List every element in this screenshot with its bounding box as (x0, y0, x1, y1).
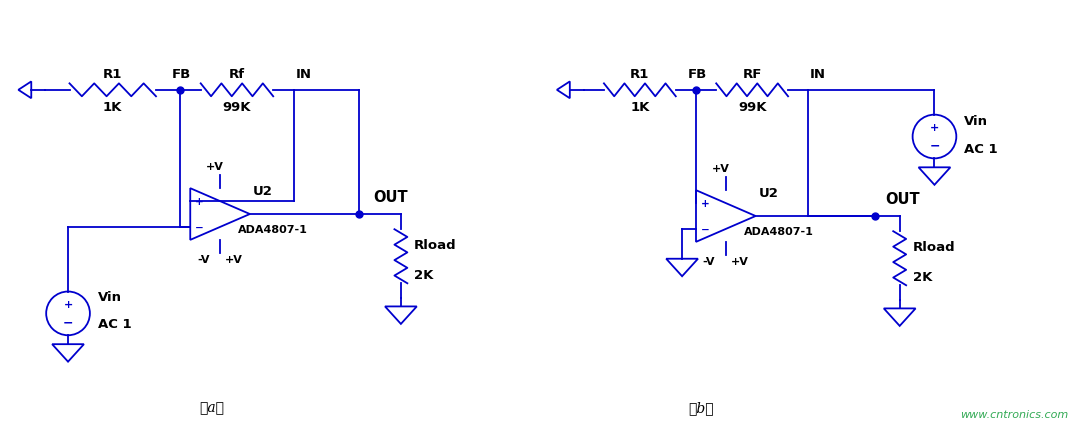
Text: FB: FB (687, 68, 706, 81)
Text: Vin: Vin (98, 291, 122, 304)
Text: （a）: （a） (200, 400, 225, 414)
Text: +: + (194, 197, 203, 207)
Text: 1K: 1K (630, 100, 649, 113)
Text: −: − (701, 224, 710, 234)
Text: −: − (929, 139, 940, 152)
Text: +: + (701, 199, 710, 209)
Text: −: − (194, 222, 203, 232)
Text: ADA4807-1: ADA4807-1 (238, 224, 308, 234)
Text: U2: U2 (253, 185, 273, 198)
Text: 99K: 99K (222, 100, 252, 113)
Text: 2K: 2K (913, 270, 932, 283)
Text: OUT: OUT (373, 190, 407, 204)
Text: -V: -V (197, 254, 210, 264)
Text: R1: R1 (103, 68, 122, 81)
Text: +: + (64, 299, 72, 309)
Text: -V: -V (703, 256, 715, 266)
Text: Rload: Rload (414, 239, 457, 252)
Text: +V: +V (225, 254, 243, 264)
Text: Rload: Rload (913, 241, 955, 254)
Text: AC 1: AC 1 (964, 143, 998, 156)
Text: OUT: OUT (885, 192, 919, 207)
Text: −: − (63, 316, 73, 329)
Text: （b）: （b） (688, 400, 714, 414)
Text: R1: R1 (630, 68, 649, 81)
Text: +V: +V (712, 164, 730, 174)
Text: 2K: 2K (414, 269, 433, 282)
Text: U2: U2 (758, 187, 779, 200)
Text: 99K: 99K (738, 100, 767, 113)
Text: Rf: Rf (229, 68, 245, 81)
Text: 1K: 1K (103, 100, 122, 113)
Text: +V: +V (731, 256, 748, 266)
Text: IN: IN (810, 68, 826, 81)
Text: IN: IN (296, 68, 311, 81)
Text: ADA4807-1: ADA4807-1 (744, 227, 813, 237)
Text: RF: RF (742, 68, 761, 81)
Text: FB: FB (172, 68, 191, 81)
Text: AC 1: AC 1 (98, 318, 132, 331)
Text: Vin: Vin (964, 114, 988, 127)
Text: +V: +V (206, 162, 224, 172)
Text: +: + (930, 123, 940, 133)
Text: www.cntronics.com: www.cntronics.com (960, 409, 1068, 419)
